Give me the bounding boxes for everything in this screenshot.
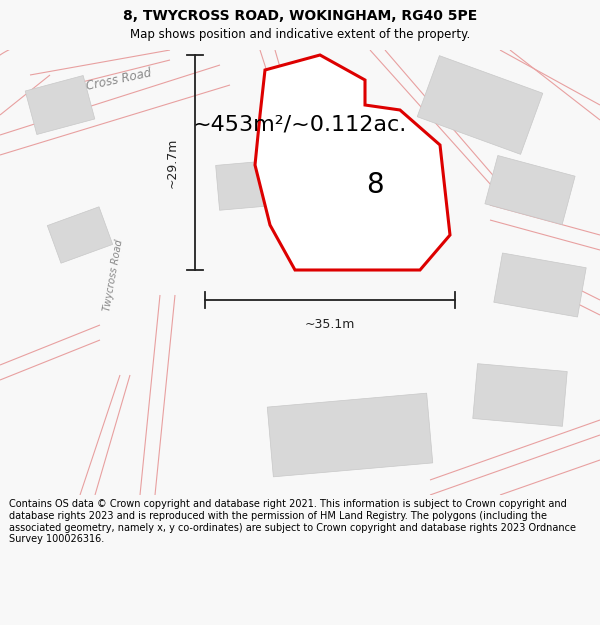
Polygon shape	[417, 56, 543, 154]
Text: ~453m²/~0.112ac.: ~453m²/~0.112ac.	[193, 115, 407, 135]
Text: 8, TWYCROSS ROAD, WOKINGHAM, RG40 5PE: 8, TWYCROSS ROAD, WOKINGHAM, RG40 5PE	[123, 9, 477, 23]
Text: ~35.1m: ~35.1m	[305, 318, 355, 331]
Polygon shape	[473, 364, 567, 426]
Polygon shape	[25, 76, 95, 134]
Polygon shape	[47, 207, 113, 263]
Text: Map shows position and indicative extent of the property.: Map shows position and indicative extent…	[130, 28, 470, 41]
Polygon shape	[485, 156, 575, 224]
Text: Twycross Road: Twycross Road	[102, 238, 124, 312]
Text: Cross Road: Cross Road	[85, 67, 153, 93]
Polygon shape	[267, 393, 433, 477]
Text: ~29.7m: ~29.7m	[166, 138, 179, 188]
Polygon shape	[255, 55, 450, 270]
Polygon shape	[215, 160, 284, 210]
Text: Contains OS data © Crown copyright and database right 2021. This information is : Contains OS data © Crown copyright and d…	[9, 499, 576, 544]
Polygon shape	[494, 253, 586, 317]
Text: 8: 8	[366, 171, 384, 199]
